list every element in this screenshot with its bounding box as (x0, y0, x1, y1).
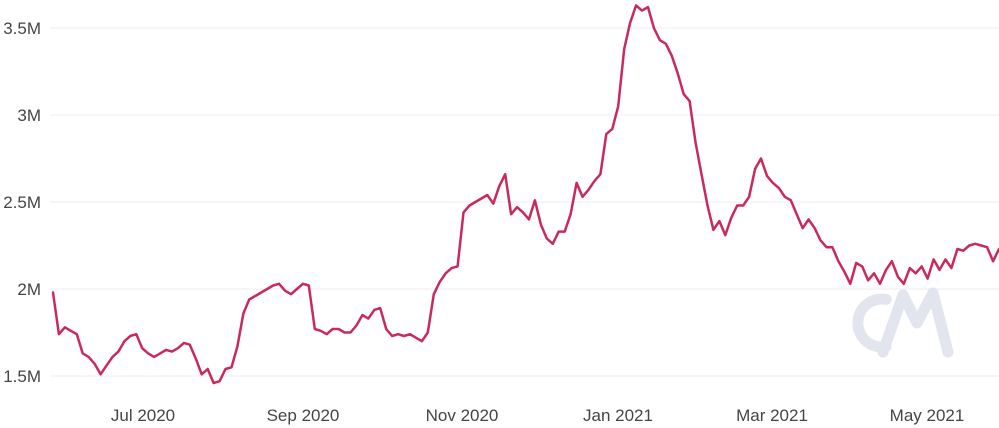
x-tick-label: Sep 2020 (267, 406, 340, 425)
cm-watermark-icon (852, 287, 954, 358)
data-line (51, 4, 999, 385)
cm-logo-m (877, 287, 954, 358)
y-tick-label: 2.5M (3, 193, 41, 212)
x-axis-labels: Jul 2020 Sep 2020 Nov 2020 Jan 2021 Mar 2021… (111, 406, 964, 425)
x-tick-label: May 2021 (890, 406, 965, 425)
y-tick-label: 3.5M (3, 19, 41, 38)
x-tick-label: Jul 2020 (111, 406, 175, 425)
y-axis-labels: 3.5M 3M 2.5M 2M 1.5M (3, 19, 41, 386)
y-tick-label: 2M (17, 280, 41, 299)
y-tick-label: 3M (17, 106, 41, 125)
x-tick-label: Nov 2020 (426, 406, 499, 425)
y-tick-label: 1.5M (3, 367, 41, 386)
x-tick-label: Mar 2021 (736, 406, 808, 425)
x-tick-label: Jan 2021 (583, 406, 653, 425)
cm-logo-c (852, 293, 892, 353)
gridlines (50, 27, 999, 377)
